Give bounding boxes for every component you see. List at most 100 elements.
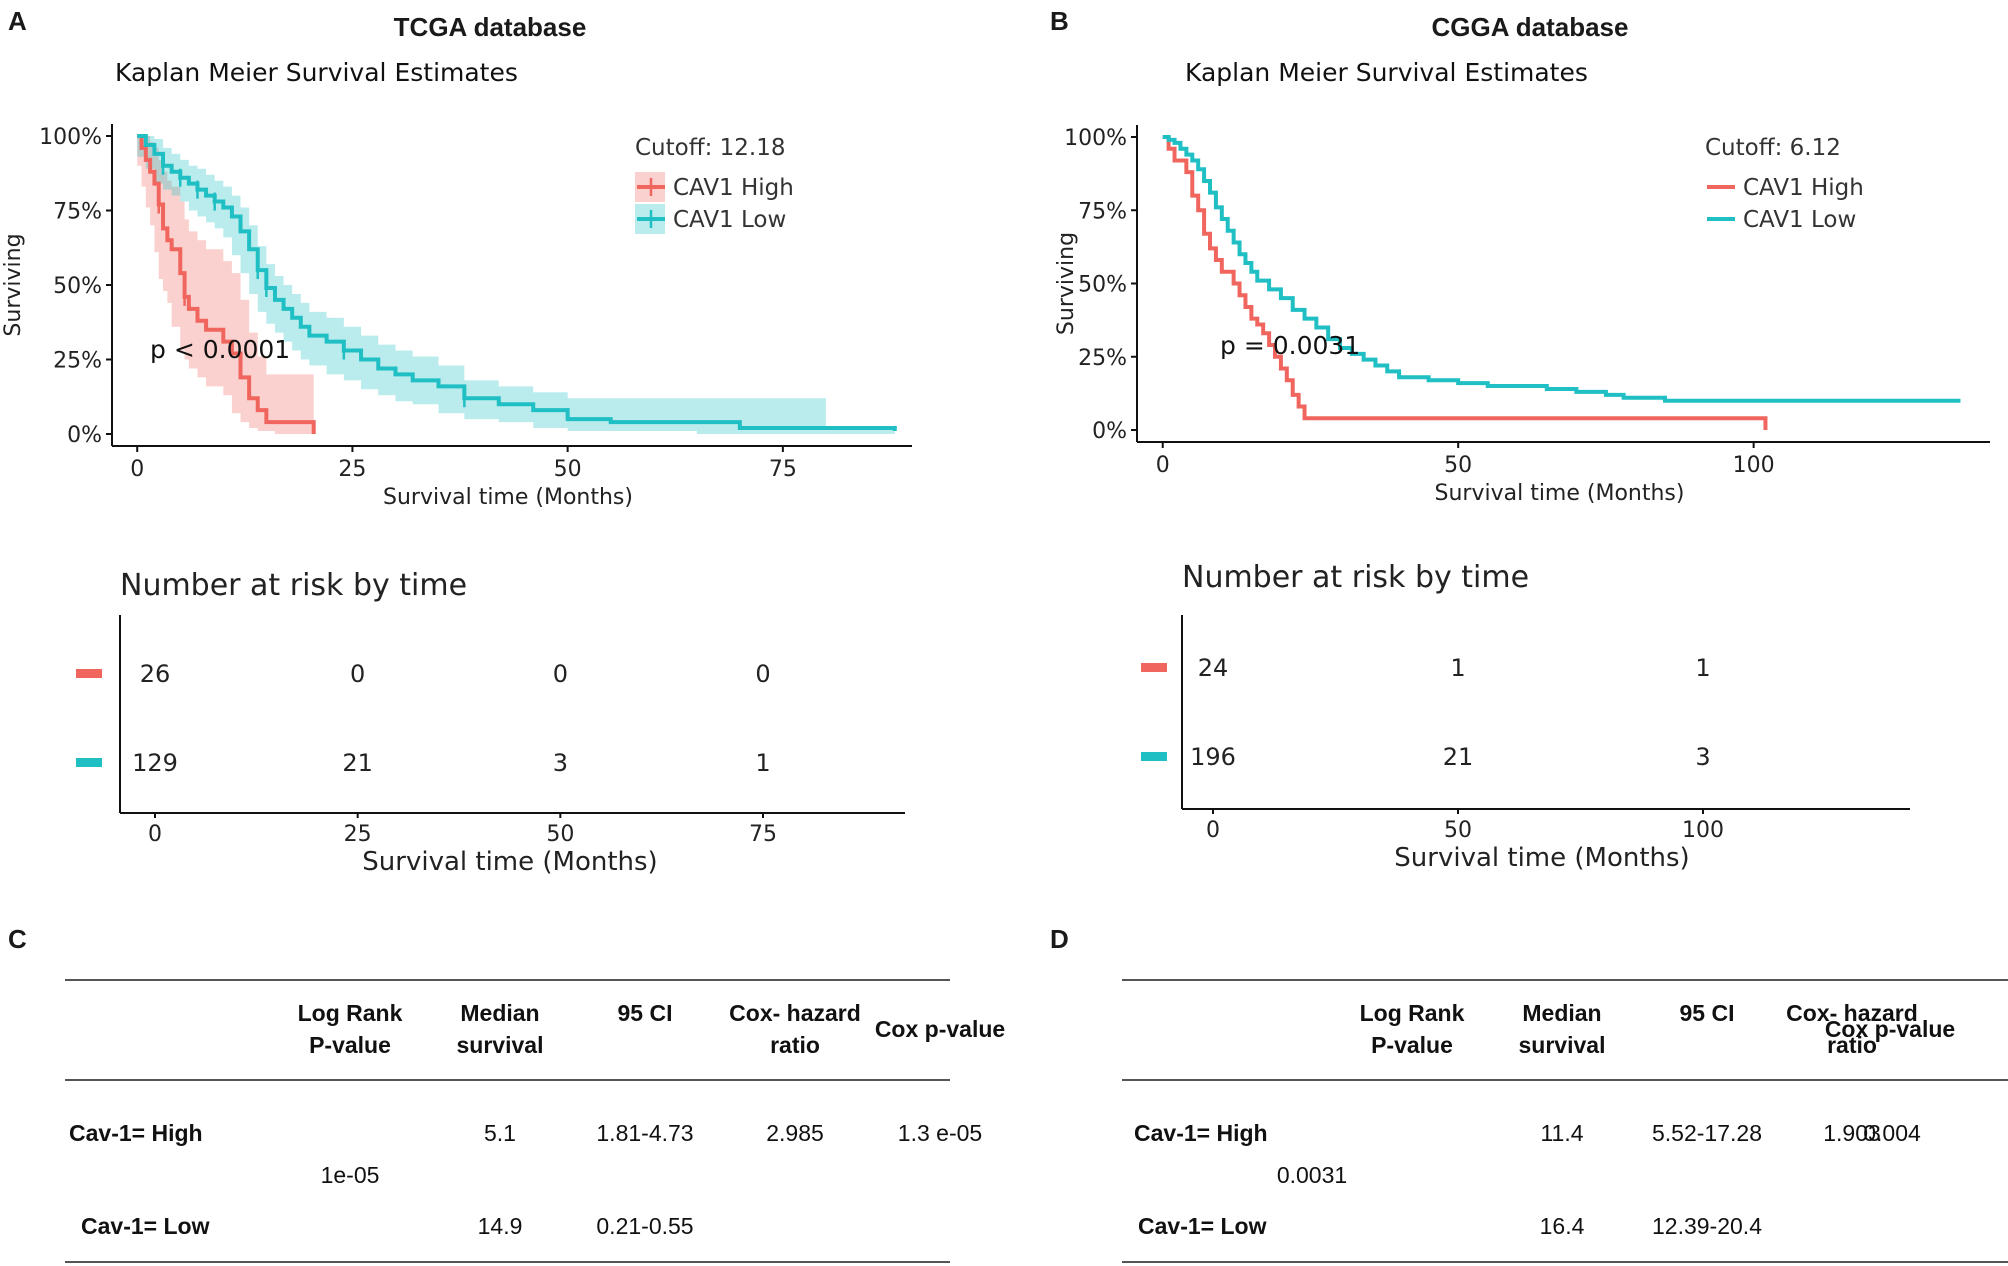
risk-table-tcga: Number at risk by time 26 0 0 0 129 21 3 1 0 25 50 7… <box>76 568 905 877</box>
km-plot-tcga: Kaplan Meier Survival Estimates 0% 25% 50% 7… <box>1 60 912 510</box>
legend-label-high: CAV1 High <box>673 175 794 201</box>
row-label-low: Cav-1= Low <box>1138 1213 1267 1239</box>
cox-table-tcga: Log Rank P-value Median survival 95 CI Cox… <box>65 975 1005 1265</box>
confidence-band-high <box>137 136 314 434</box>
legend-label-low: CAV1 Low <box>1743 207 1856 233</box>
risk-x-axis-label: Survival time (Months) <box>1394 843 1689 873</box>
risk-count-low: 129 <box>132 749 178 777</box>
table-rule-mid <box>65 1079 950 1081</box>
header-logrank: Log Rank P-value <box>1359 1000 1465 1058</box>
header-ci: 95 CI <box>617 1000 673 1026</box>
cell-high-cox-p: 0.004 <box>1863 1120 1921 1146</box>
risk-count-high: 26 <box>140 660 171 688</box>
y-tick-label: 0% <box>67 423 102 448</box>
table-rule-top <box>65 979 950 981</box>
risk-count-low: 21 <box>1443 743 1474 771</box>
x-axis-label: Survival time (Months) <box>1435 481 1685 506</box>
x-tick-label: 100 <box>1733 453 1775 478</box>
risk-x-tick-label: 25 <box>344 822 372 847</box>
table-rule-bottom <box>1122 1261 2008 1263</box>
risk-count-high: 0 <box>755 660 770 688</box>
p-value-annotation: p < 0.0001 <box>150 335 290 364</box>
cell-high-hr: 2.985 <box>766 1120 824 1146</box>
survival-curve-low <box>1162 135 1961 403</box>
risk-table-title: Number at risk by time <box>120 568 467 603</box>
cell-high-cox-p: 1.3 e-05 <box>897 1120 983 1146</box>
risk-count-low: 3 <box>553 749 568 777</box>
x-tick-label: 25 <box>338 457 366 482</box>
cell-logrank-p: 0.0031 <box>1276 1162 1348 1188</box>
y-tick-label: 50% <box>1078 273 1127 298</box>
confidence-band-low <box>137 136 895 434</box>
header-cox-p: Cox p-value <box>874 1016 1006 1042</box>
risk-key-high <box>76 669 102 678</box>
y-tick-label: 25% <box>1078 346 1127 371</box>
row-label-high: Cav-1= High <box>69 1120 203 1146</box>
risk-count-high: 1 <box>1450 654 1465 682</box>
x-tick-label: 50 <box>554 457 582 482</box>
cell-low-median: 16.4 <box>1539 1213 1585 1239</box>
legend-title: Cutoff: 12.18 <box>635 135 785 161</box>
header-cox-hr: Cox- hazard ratio <box>729 1000 861 1058</box>
header-cox-hr: Cox- hazard ratio <box>1786 1000 1918 1058</box>
panel-letter-d: D <box>1050 924 1069 954</box>
risk-count-high: 0 <box>350 660 365 688</box>
y-tick-label: 0% <box>1092 419 1127 444</box>
risk-key-low <box>76 758 102 767</box>
risk-x-tick-label: 75 <box>749 822 777 847</box>
y-tick-label: 100% <box>1064 126 1127 151</box>
row-label-high: Cav-1= High <box>1134 1120 1268 1146</box>
risk-count-low: 21 <box>342 749 373 777</box>
cell-high-median: 5.1 <box>484 1120 516 1146</box>
table-rule-mid <box>1122 1079 2008 1081</box>
chart-title: Kaplan Meier Survival Estimates <box>115 60 518 87</box>
panel-letter-b: B <box>1050 6 1069 36</box>
risk-count-low: 1 <box>755 749 770 777</box>
risk-x-axis-label: Survival time (Months) <box>362 847 657 877</box>
cell-high-median: 11.4 <box>1540 1120 1584 1146</box>
km-plot-cgga: Kaplan Meier Survival Estimates 0% 25% 50% 7… <box>1054 60 1990 506</box>
cell-high-ci: 5.52-17.28 <box>1652 1120 1762 1146</box>
y-tick-label: 75% <box>1078 199 1127 224</box>
risk-table-title: Number at risk by time <box>1182 560 1529 595</box>
risk-count-low: 196 <box>1190 743 1236 771</box>
legend-label-low: CAV1 Low <box>673 207 786 233</box>
p-value-annotation: p = 0.0031 <box>1220 331 1360 360</box>
x-tick-label: 50 <box>1444 453 1472 478</box>
risk-x-tick-label: 50 <box>546 822 574 847</box>
y-tick-label: 50% <box>53 274 102 299</box>
survival-curve-high <box>137 134 316 434</box>
risk-count-high: 0 <box>553 660 568 688</box>
panel-a-title: TCGA database <box>393 12 587 42</box>
cell-low-ci: 0.21-0.55 <box>596 1213 694 1239</box>
risk-key-low <box>1141 752 1167 761</box>
risk-x-tick-label: 100 <box>1682 818 1724 843</box>
x-tick-label: 0 <box>1156 453 1170 478</box>
survival-curve-low <box>137 134 897 432</box>
cell-low-median: 14.9 <box>477 1213 523 1239</box>
risk-count-low: 3 <box>1695 743 1710 771</box>
header-logrank: Log Rank P-value <box>297 1000 403 1058</box>
header-cox-p: Cox p-value <box>1824 1016 1956 1042</box>
y-axis-label: Surviving <box>1054 232 1079 335</box>
survival-curve-high <box>1162 135 1768 430</box>
panel-letter-c: C <box>8 924 27 954</box>
y-tick-label: 75% <box>53 200 102 225</box>
y-axis-label: Surviving <box>1 233 26 336</box>
chart-title: Kaplan Meier Survival Estimates <box>1185 60 1588 87</box>
legend-title: Cutoff: 6.12 <box>1705 135 1841 161</box>
cell-high-ci: 1.81-4.73 <box>596 1120 694 1146</box>
risk-x-tick-label: 0 <box>148 822 162 847</box>
risk-x-tick-label: 50 <box>1444 818 1472 843</box>
header-median: Median survival <box>456 1000 544 1058</box>
panel-letter-a: A <box>8 6 27 36</box>
header-ci: 95 CI <box>1679 1000 1735 1026</box>
risk-table-cgga: Number at risk by time 24 1 1 196 21 3 0 50 100Su… <box>1141 560 1910 873</box>
table-rule-top <box>1122 979 2008 981</box>
table-rule-bottom <box>65 1261 950 1263</box>
y-tick-label: 100% <box>39 125 102 150</box>
cell-logrank-p: 1e-05 <box>320 1162 380 1188</box>
cell-low-ci: 12.39-20.4 <box>1652 1213 1762 1239</box>
cox-table-cgga: Log Rank P-value Median survival 95 CI Cox… <box>1122 975 2008 1265</box>
x-tick-label: 75 <box>769 457 797 482</box>
